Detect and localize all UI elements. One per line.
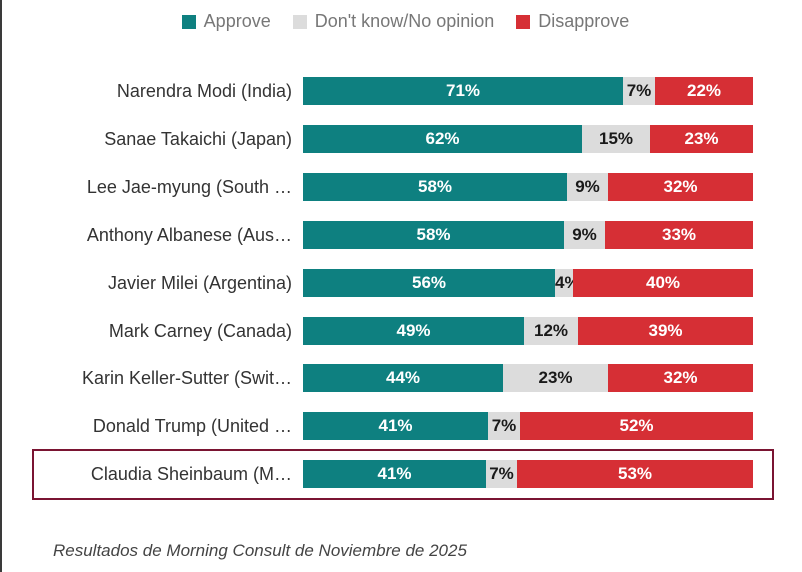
stacked-bar: 71% 7% 22% (303, 77, 753, 105)
bar-segment-neutral: 23% (503, 364, 608, 392)
data-label: 22% (686, 81, 722, 100)
bar-segment-disapprove: 39% (578, 317, 753, 345)
data-label: 7% (626, 81, 652, 100)
stacked-bar: 58% 9% 32% (303, 173, 753, 201)
legend-swatch-approve (181, 14, 196, 29)
bar-segment-disapprove: 40% (573, 269, 753, 297)
bar-segment-approve: 44% (303, 364, 503, 392)
bar-segment-disapprove: 23% (650, 125, 753, 153)
bar-row: Javier Milei (Argentina) 56% 4% 40% (0, 269, 802, 297)
bar-segment-approve: 71% (303, 77, 623, 105)
bar-segment-neutral: 7% (486, 460, 517, 488)
data-label: 41% (377, 464, 412, 483)
legend: Approve Don't know/No opinion Disapprove (0, 11, 802, 32)
data-label: 53% (617, 464, 653, 483)
category-label: Javier Milei (Argentina) (107, 273, 292, 293)
category-label: Claudia Sheinbaum (M… (90, 464, 292, 484)
data-label: 58% (416, 225, 451, 244)
stacked-bar: 56% 4% 40% (303, 269, 753, 297)
stacked-bar: 62% 15% 23% (303, 125, 753, 153)
data-label: 58% (417, 177, 453, 196)
bar-segment-approve: 58% (303, 173, 567, 201)
bar-row: Karin Keller-Sutter (Swit… 44% 23% 32% (0, 364, 802, 392)
data-label: 15% (598, 129, 634, 148)
bar-segment-approve: 58% (303, 221, 564, 249)
data-label: 32% (663, 368, 698, 387)
data-label: 9% (572, 225, 597, 244)
data-label: 33% (661, 225, 697, 244)
stacked-bar: 41% 7% 53% (303, 460, 753, 488)
bar-row: Claudia Sheinbaum (M… 41% 7% 53% (0, 460, 802, 488)
bar-segment-approve: 62% (303, 125, 582, 153)
bar-segment-approve: 56% (303, 269, 555, 297)
data-label: 44% (385, 368, 421, 387)
data-label: 9% (575, 177, 600, 196)
stacked-bar: 49% 12% 39% (303, 317, 753, 345)
category-label: Narendra Modi (India) (116, 81, 292, 101)
bar-row: Lee Jae-myung (South … 58% 9% 32% (0, 173, 802, 201)
bar-row: Donald Trump (United … 41% 7% 52% (0, 412, 802, 440)
bar-row: Anthony Albanese (Aus… 58% 9% 33% (0, 221, 802, 249)
stacked-bar: 44% 23% 32% (303, 364, 753, 392)
bar-segment-approve: 49% (303, 317, 524, 345)
stacked-bar: 41% 7% 52% (303, 412, 753, 440)
stacked-bar: 58% 9% 33% (303, 221, 753, 249)
bar-segment-neutral: 4% (555, 269, 580, 297)
bar-segment-neutral: 15% (582, 125, 650, 153)
data-label: 39% (648, 321, 683, 340)
category-label: Karin Keller-Sutter (Swit… (81, 368, 292, 388)
legend-label-no-opinion: Don't know/No opinion (314, 11, 495, 31)
bar-segment-disapprove: 53% (517, 460, 753, 488)
legend-item-disapprove: Disapprove (516, 11, 629, 32)
bar-segment-disapprove: 22% (655, 77, 753, 105)
data-label: 7% (489, 464, 514, 483)
data-label: 56% (411, 273, 447, 292)
legend-item-no-opinion: Don't know/No opinion (292, 11, 495, 32)
data-label: 23% (684, 129, 719, 148)
category-label: Lee Jae-myung (South … (86, 177, 292, 197)
bar-row: Sanae Takaichi (Japan) 62% 15% 23% (0, 125, 802, 153)
bar-segment-disapprove: 32% (608, 173, 753, 201)
category-label: Anthony Albanese (Aus… (86, 225, 292, 245)
category-label: Mark Carney (Canada) (108, 321, 292, 341)
footnote: Resultados de Morning Consult de Noviemb… (53, 541, 467, 560)
data-label: 23% (538, 368, 573, 387)
legend-label-approve: Approve (203, 11, 271, 31)
bar-segment-neutral: 7% (623, 77, 655, 105)
data-label: 49% (396, 321, 431, 340)
data-label: 71% (445, 81, 481, 100)
legend-swatch-disapprove (516, 14, 531, 29)
legend-label-disapprove: Disapprove (538, 11, 630, 31)
data-label: 40% (645, 273, 681, 292)
bar-segment-disapprove: 33% (605, 221, 753, 249)
bar-segment-neutral: 7% (488, 412, 520, 440)
highlight-box (32, 449, 774, 500)
data-label: 7% (491, 416, 517, 435)
bar-row: Narendra Modi (India) 71% 7% 22% (0, 77, 802, 105)
bar-segment-approve: 41% (303, 412, 488, 440)
bar-segment-neutral: 9% (567, 173, 608, 201)
bar-segment-disapprove: 32% (608, 364, 753, 392)
bar-segment-approve: 41% (303, 460, 486, 488)
bar-segment-neutral: 12% (524, 317, 578, 345)
legend-swatch-no-opinion (292, 14, 307, 29)
left-border (0, 0, 2, 572)
data-label: 12% (533, 321, 569, 340)
bar-segment-disapprove: 52% (520, 412, 753, 440)
bar-row: Mark Carney (Canada) 49% 12% 39% (0, 317, 802, 345)
data-label: 52% (619, 416, 654, 435)
category-label: Donald Trump (United … (92, 416, 292, 436)
category-label: Sanae Takaichi (Japan) (104, 129, 292, 149)
data-label: 32% (663, 177, 698, 196)
data-label: 62% (425, 129, 460, 148)
bar-segment-neutral: 9% (564, 221, 605, 249)
data-label: 41% (378, 416, 413, 435)
legend-item-approve: Approve (181, 11, 271, 32)
